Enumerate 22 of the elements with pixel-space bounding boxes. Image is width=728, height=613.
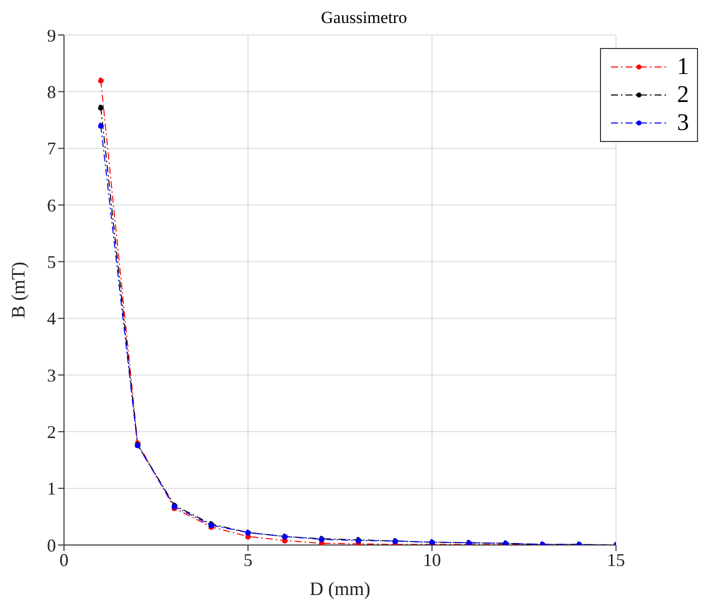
y-tick-label: 2 bbox=[47, 422, 56, 442]
y-tick-label: 1 bbox=[47, 478, 56, 499]
chart-title: Gaussimetro bbox=[321, 8, 407, 27]
y-tick-label: 7 bbox=[47, 138, 56, 159]
x-tick-label: 5 bbox=[244, 550, 252, 570]
x-tick-label: 10 bbox=[423, 550, 441, 570]
y-tick-label: 0 bbox=[47, 535, 56, 556]
y-tick-label: 3 bbox=[47, 365, 56, 386]
point bbox=[98, 77, 104, 84]
y-tick-label: 6 bbox=[47, 195, 56, 216]
x-tick-label: 15 bbox=[607, 550, 625, 570]
point bbox=[98, 122, 104, 129]
point bbox=[98, 104, 104, 111]
y-tick-label: 8 bbox=[47, 82, 56, 102]
legend-label: 2 bbox=[677, 82, 689, 108]
y-axis-title: B (mT) bbox=[8, 262, 30, 318]
x-tick-label: 0 bbox=[60, 550, 68, 570]
y-tick-label: 5 bbox=[47, 252, 56, 272]
y-tick-label: 4 bbox=[47, 308, 56, 329]
legend-label: 1 bbox=[677, 54, 689, 80]
x-axis-title: D (mm) bbox=[310, 579, 370, 600]
legend-label: 3 bbox=[677, 110, 689, 136]
